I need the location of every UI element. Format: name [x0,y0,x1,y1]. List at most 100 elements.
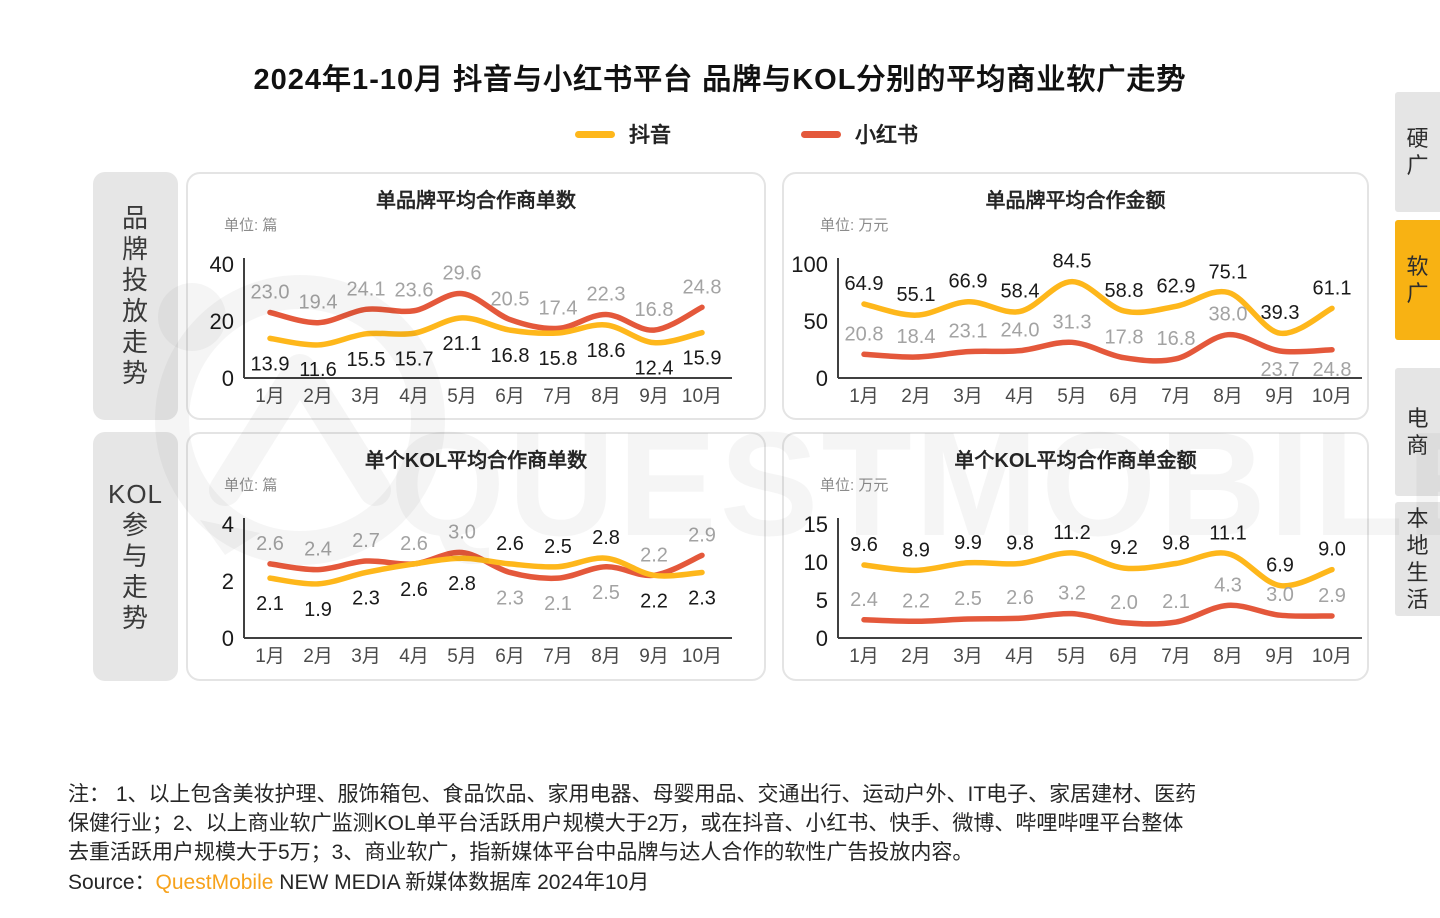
data-label: 11.6 [299,359,336,381]
tab-hard-ads[interactable]: 硬广 [1395,92,1440,212]
y-tick-label: 40 [210,252,234,277]
x-tick-label: 6月 [1109,386,1139,407]
tab-ecommerce[interactable]: 电商 [1395,368,1440,496]
x-tick-label: 3月 [351,646,381,667]
tab-local-life[interactable]: 本地生活 [1395,502,1440,616]
chart-canvas-kol-orders: 0 2 4 1月 2月 3月 4月 5月 6月 7月 8月 9月 10月 2.6 2.4 2.7 2.6 3.0 2… [222,512,732,667]
data-label: 38.0 [1209,304,1248,326]
chart-title: 单品牌平均合作金额 [985,190,1166,212]
data-label: 2.7 [352,530,380,552]
x-tick-label: 4月 [1005,646,1035,667]
data-label: 16.8 [1157,328,1196,350]
chart-title: 单个KOL平均合作商单数 [364,450,588,472]
data-label: 17.4 [539,297,578,319]
data-label: 11.1 [1209,523,1246,545]
x-tick-label: 5月 [1057,386,1087,407]
source-prefix: Source： [68,871,156,894]
x-tick-label: 3月 [953,386,983,407]
data-label: 2.8 [592,527,620,549]
data-label: 3.0 [448,522,476,544]
data-label: 23.1 [949,321,988,343]
x-tick-label: 2月 [901,646,931,667]
x-tick-label: 4月 [1005,386,1035,407]
data-label: 9.0 [1318,539,1346,561]
data-label: 1.9 [304,599,332,621]
legend: 抖音 小红书 [575,119,918,149]
x-tick-label: 4月 [399,386,429,407]
chart-canvas-brand-orders: 0 20 40 1月 2月 3月 4月 5月 6月 7月 8月 9月 10月 23.0 19.4 24.1 23… [210,252,732,407]
x-tick-label: 10月 [682,386,722,407]
douyin-line-swatch [575,130,615,138]
data-label: 24.8 [683,276,722,298]
x-tick-label: 10月 [1312,646,1352,667]
x-tick-label: 5月 [447,646,477,667]
line-douyin [861,550,1335,589]
line-douyin [861,278,1335,336]
data-label: 13.9 [251,353,290,375]
data-label: 9.6 [850,534,878,556]
footnotes: 注： 1、以上包含美妆护理、服饰箱包、食品饮品、家用电器、母婴用品、交通出行、运… [68,780,1378,897]
data-label: 2.5 [592,582,620,604]
panel-brand-avg-orders: 单品牌平均合作商单数 单位: 篇 0 20 40 1月 2月 3月 4月 5月 6月 7月 8月 9月… [186,172,766,420]
legend-item-xiaohongshu: 小红书 [801,119,918,149]
data-label: 2.4 [304,539,332,561]
data-label: 2.3 [352,587,380,609]
x-tick-label: 5月 [447,386,477,407]
legend-label: 抖音 [629,124,671,147]
data-label: 2.9 [1318,585,1346,607]
x-tick-label: 10月 [1312,386,1352,407]
data-label: 17.8 [1105,327,1144,349]
data-label: 18.6 [587,340,626,362]
data-label: 2.3 [496,587,524,609]
y-tick-label: 100 [791,252,828,277]
x-tick-label: 10月 [682,646,722,667]
y-tick-label: 5 [816,588,828,613]
data-label: 22.3 [587,283,626,305]
note-line: 去重活跃用户规模大于5万；3、商业软广，指新媒体平台中品牌与达人合作的软性广告投… [68,841,974,864]
x-tick-label: 6月 [495,386,525,407]
x-tick-label: 7月 [1161,646,1191,667]
y-tick-label: 10 [804,550,828,575]
x-tick-label: 6月 [495,646,525,667]
data-label: 16.8 [491,345,530,367]
data-label: 2.6 [400,579,428,601]
data-label: 2.3 [688,587,716,609]
chart-canvas-brand-amount: 0 50 100 1月 2月 3月 4月 5月 6月 7月 8月 9月 10月 20.8 18.4 23.1 2… [791,251,1362,407]
data-label: 2.6 [496,533,524,555]
data-label: 58.8 [1105,280,1144,302]
x-tick-label: 1月 [255,386,285,407]
chart-title: 单个KOL平均合作商单金额 [954,450,1197,472]
x-tick-label: 3月 [953,646,983,667]
chart-title: 单品牌平均合作商单数 [376,190,576,212]
data-label: 9.8 [1006,533,1034,555]
data-label: 23.0 [251,281,290,303]
legend-item-douyin: 抖音 [575,119,671,149]
source-line: Source：QuestMobile NEW MEDIA 新媒体数据库 2024… [68,868,1378,897]
line-xiaohongshu [861,602,1335,627]
x-tick-label: 9月 [639,646,669,667]
tab-soft-ads[interactable]: 软广 [1395,220,1440,340]
row-header-kol-trend: KOL 参与走势 [93,432,178,681]
data-label: 11.2 [1053,522,1090,544]
data-label: 2.4 [850,589,878,611]
data-label: 2.2 [902,590,930,612]
panel-kol-avg-orders: 单个KOL平均合作商单数 单位: 篇 0 2 4 1月 2月 3月 4月 5月 6月 7月 8月 9月… [186,432,766,681]
data-label: 9.8 [1162,533,1190,555]
x-tick-label: 2月 [303,386,333,407]
data-label: 2.1 [1162,591,1190,613]
data-label: 84.5 [1053,251,1092,273]
data-label: 12.4 [635,358,674,380]
data-label: 39.3 [1261,302,1300,324]
data-label: 3.2 [1058,583,1086,605]
data-label: 15.7 [395,348,434,370]
x-tick-label: 1月 [255,646,285,667]
source-brand: QuestMobile [155,871,274,894]
data-label: 24.1 [347,278,386,300]
x-tick-label: 8月 [1213,386,1243,407]
data-label: 64.9 [845,273,884,295]
data-label: 58.4 [1001,280,1040,302]
x-tick-label: 5月 [1057,646,1087,667]
page-title: 2024年1-10月 抖音与小红书平台 品牌与KOL分别的平均商业软广走势 [253,64,1187,96]
data-label: 2.1 [256,593,284,615]
data-label: 4.3 [1214,574,1242,596]
